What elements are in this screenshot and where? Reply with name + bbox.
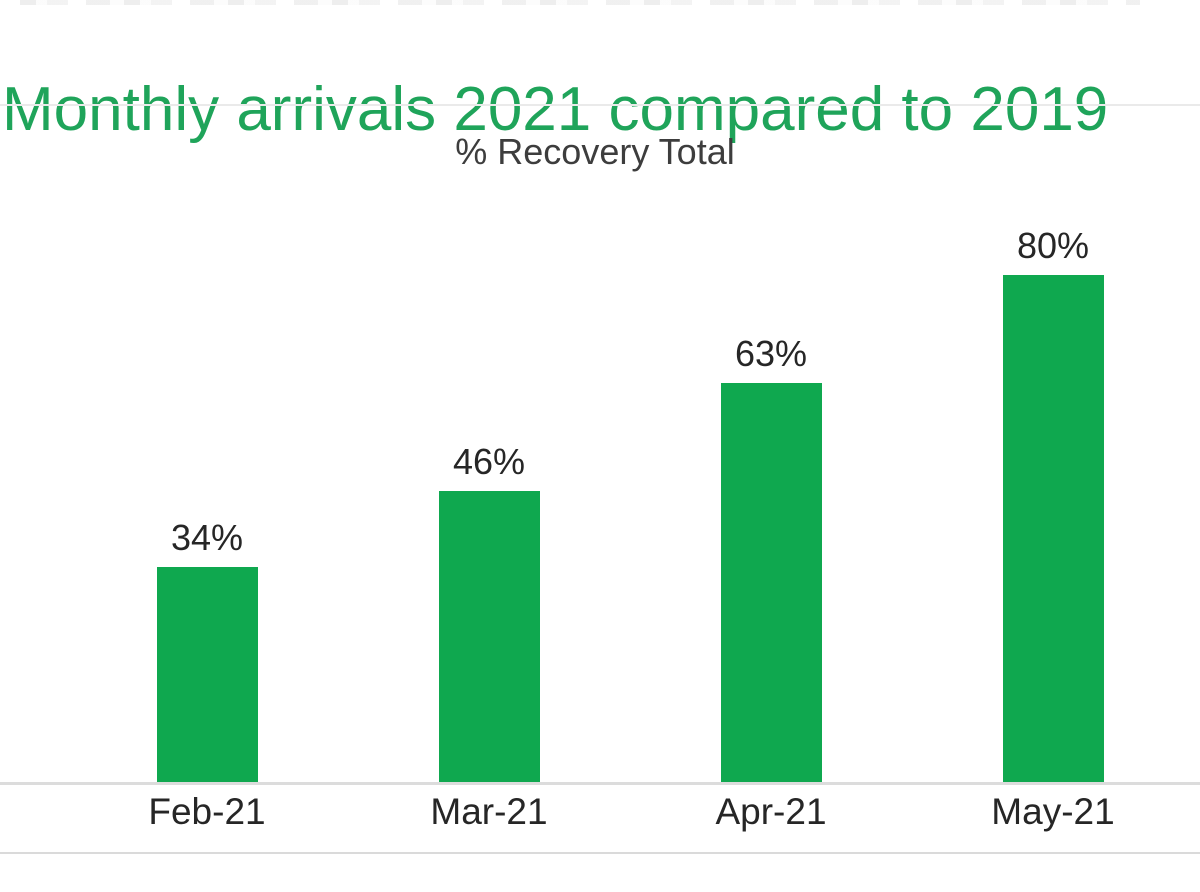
x-tick-label: Feb-21: [148, 791, 266, 832]
x-tick-label: Mar-21: [430, 791, 548, 832]
page-title: Monthly arrivals 2021 compared to 2019: [2, 74, 1109, 144]
bar: [156, 567, 258, 783]
bar: [720, 383, 822, 783]
bar-value-label: 80%: [1016, 225, 1090, 266]
x-tick-label: Apr-21: [715, 791, 827, 832]
x-axis-line: [0, 782, 1200, 785]
title-divider: [0, 104, 1200, 106]
bar-value-label: 46%: [452, 441, 526, 482]
x-tick-label: May-21: [991, 791, 1115, 832]
cropped-text-artifact: [20, 0, 1140, 5]
bar-value-label: 34%: [170, 517, 244, 558]
bar: [1002, 275, 1104, 783]
bottom-divider: [0, 852, 1200, 854]
chart-subtitle: % Recovery Total: [455, 131, 735, 172]
bar-value-label: 63%: [734, 333, 808, 374]
bar: [438, 491, 540, 783]
